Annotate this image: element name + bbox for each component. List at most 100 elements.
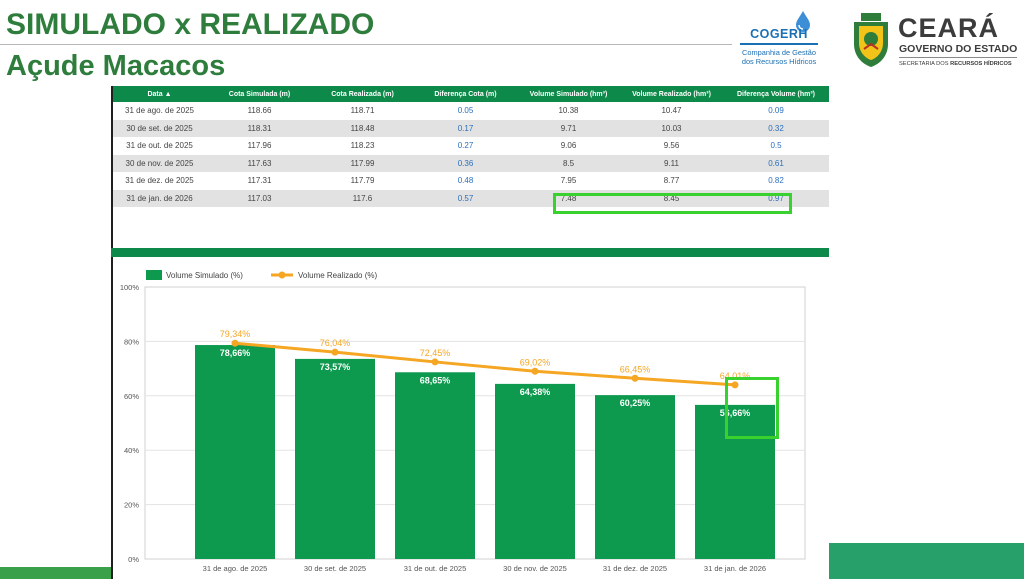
bar-data-label: 60,25%: [620, 398, 651, 408]
bar-volume-simulado: [595, 395, 675, 559]
footer-stripe-right: [829, 543, 1024, 579]
bar-volume-simulado: [495, 383, 575, 559]
y-tick-label: 60%: [124, 392, 139, 401]
legend-swatch-point: [278, 271, 286, 279]
cogerh-tagline-1: Companhia de Gestão: [742, 48, 816, 57]
cogerh-tagline-2: dos Recursos Hídricos: [741, 57, 817, 66]
line-data-label: 76,04%: [320, 338, 351, 348]
line-volume-realizado: [234, 341, 736, 387]
bar-data-label: 78,66%: [220, 348, 251, 358]
point-volume-realizado: [631, 374, 639, 382]
ceara-secretariat: SECRETARIA DOS RECURSOS HÍDRICOS: [899, 60, 1012, 68]
legend-label-realizado: Volume Realizado (%): [298, 271, 377, 280]
line-data-label: 64,01%: [720, 371, 751, 381]
legend-swatch-bar: [146, 270, 162, 280]
table-row: 31 de ago. de 2025 118.66 118.71 0.05 10…: [111, 102, 829, 120]
table-cell: 7.95: [560, 176, 577, 186]
column-header-diferenca-volume[interactable]: Diferença Volume (hm³): [723, 86, 829, 102]
point-volume-realizado: [531, 367, 539, 375]
x-tick-label: 30 de set. de 2025: [304, 564, 366, 573]
point-volume-realizado: [731, 381, 739, 389]
chart-highlight-box: [725, 377, 779, 439]
table-cell: 0.82: [768, 176, 784, 186]
table-cell: 9.11: [620, 154, 723, 172]
table-cell: 31 de ago. de 2025: [125, 106, 194, 116]
slide-subtitle: Açude Macacos: [6, 50, 226, 82]
bar-data-label: 56,66%: [720, 408, 751, 418]
ceara-secretariat-bold: RECURSOS HÍDRICOS: [950, 61, 1012, 67]
table-row: 31 de dez. de 2025 117.31 117.79 0.48 7.…: [111, 172, 829, 190]
cogerh-logo: COGERH Companhia de Gestão dos Recursos …: [736, 10, 822, 74]
ceara-secretariat-prefix: SECRETARIA DOS: [899, 61, 951, 67]
table-cell: 9.56: [663, 141, 680, 151]
bar-volume-simulado: [295, 358, 375, 559]
table-cell: 0.48: [457, 176, 474, 186]
x-tick-label: 30 de nov. de 2025: [503, 564, 567, 573]
x-tick-label: 31 de dez. de 2025: [603, 564, 667, 573]
table-cell: 8.77: [663, 176, 680, 186]
state-crest-icon: [854, 13, 888, 67]
data-table-panel: Data ▲ Cota Simulada (m) Cota Realizada …: [111, 86, 829, 254]
table-cell: 118.31: [208, 119, 311, 137]
y-tick-label: 80%: [124, 337, 139, 346]
ceara-logo: CEARÁ GOVERNO DO ESTADO SECRETARIA DOS R…: [850, 12, 1022, 70]
table-panel-footer-bar: [111, 248, 829, 257]
column-header-date[interactable]: Data ▲: [111, 86, 208, 102]
table-row: 31 de out. de 2025 117.96 118.23 0.27 9.…: [111, 137, 829, 155]
table-cell: 117.6: [311, 189, 414, 207]
x-tick-label: 31 de out. de 2025: [404, 564, 467, 573]
table-cell: 0.17: [414, 119, 517, 137]
slide-title: SIMULADO x REALIZADO: [6, 8, 375, 41]
table-cell: 117.31: [247, 176, 272, 186]
table-cell: 0.32: [723, 119, 829, 137]
table-cell: 30 de nov. de 2025: [111, 154, 208, 172]
column-header-volume-simulado[interactable]: Volume Simulado (hm³): [517, 86, 620, 102]
x-tick-label: 31 de ago. de 2025: [203, 564, 268, 573]
line-data-label: 72,45%: [420, 348, 451, 358]
line-data-label: 69,02%: [520, 357, 551, 367]
table-cell: 118.48: [311, 119, 414, 137]
bar-volume-simulado: [395, 372, 475, 559]
table-cell: 118.23: [350, 141, 375, 151]
table-cell: 30 de set. de 2025: [111, 119, 208, 137]
table-cell: 0.05: [457, 106, 474, 116]
table-cell: 117.63: [208, 154, 311, 172]
ceara-divider: [899, 57, 1017, 58]
y-tick-label: 0%: [128, 555, 139, 564]
table-cell: 117.03: [208, 189, 311, 207]
table-cell: 31 de dez. de 2025: [125, 176, 194, 186]
footer-stripe-left: [0, 567, 111, 579]
table-cell: 31 de jan. de 2026: [111, 189, 208, 207]
line-data-label: 66,45%: [620, 364, 651, 374]
column-header-cota-simulada[interactable]: Cota Simulada (m): [208, 86, 311, 102]
table-highlight-box: [553, 193, 792, 214]
column-header-volume-realizado[interactable]: Volume Realizado (hm³): [620, 86, 723, 102]
table-cell: 117.96: [247, 141, 272, 151]
legend-label-simulado: Volume Simulado (%): [166, 271, 243, 280]
table-cell: 0.57: [414, 189, 517, 207]
y-tick-label: 100%: [120, 283, 140, 292]
ceara-name: CEARÁ: [898, 13, 1000, 43]
chart-panel-edge: [111, 257, 113, 579]
column-header-diferenca-cota[interactable]: Diferença Cota (m): [414, 86, 517, 102]
table-cell: 117.79: [350, 176, 375, 186]
cogerh-name: COGERH: [750, 27, 808, 41]
table-cell: 10.38: [558, 106, 579, 116]
table-cell: 8.5: [517, 154, 620, 172]
bar-volume-simulado: [195, 345, 275, 559]
y-tick-label: 40%: [124, 446, 139, 455]
cogerh-divider: [740, 43, 818, 45]
column-header-cota-realizada[interactable]: Cota Realizada (m): [311, 86, 414, 102]
bar-data-label: 73,57%: [320, 362, 351, 372]
point-volume-realizado: [331, 348, 339, 356]
y-tick-label: 20%: [124, 501, 139, 510]
table-cell: 0.27: [457, 141, 474, 151]
x-tick-label: 31 de jan. de 2026: [704, 564, 766, 573]
table-cell: 10.47: [661, 106, 682, 116]
ceara-government: GOVERNO DO ESTADO: [899, 43, 1018, 55]
table-row: 30 de set. de 2025 118.31 118.48 0.17 9.…: [111, 119, 829, 137]
table-cell: 0.09: [768, 106, 784, 116]
table-cell: 31 de out. de 2025: [126, 141, 193, 151]
bar-data-label: 64,38%: [520, 387, 551, 397]
water-drop-icon: [796, 11, 810, 32]
